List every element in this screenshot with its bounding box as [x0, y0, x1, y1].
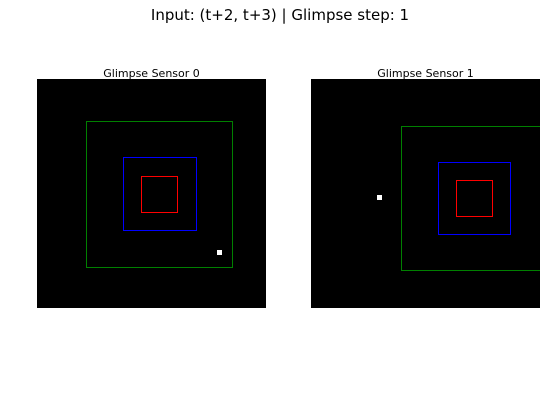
image-background	[311, 79, 540, 308]
glimpse-scale-medium	[123, 157, 197, 231]
input-pixel	[217, 250, 222, 255]
glimpse-panel-sensor-1	[311, 79, 540, 308]
glimpse-scale-large	[401, 126, 540, 271]
panel-title-sensor-0: Glimpse Sensor 0	[103, 67, 200, 80]
glimpse-scale-small	[456, 180, 493, 217]
glimpse-panel-sensor-0	[37, 79, 266, 308]
panel-title-sensor-1: Glimpse Sensor 1	[377, 67, 474, 80]
image-background	[37, 79, 266, 308]
input-pixel	[377, 195, 382, 200]
glimpse-scale-small	[141, 176, 178, 213]
glimpse-scale-medium	[438, 162, 511, 235]
figure-title: Input: (t+2, t+3) | Glimpse step: 1	[150, 6, 410, 24]
glimpse-image-sensor-0	[37, 79, 266, 308]
glimpse-image-sensor-1	[311, 79, 540, 308]
glimpse-scale-large	[86, 121, 233, 268]
